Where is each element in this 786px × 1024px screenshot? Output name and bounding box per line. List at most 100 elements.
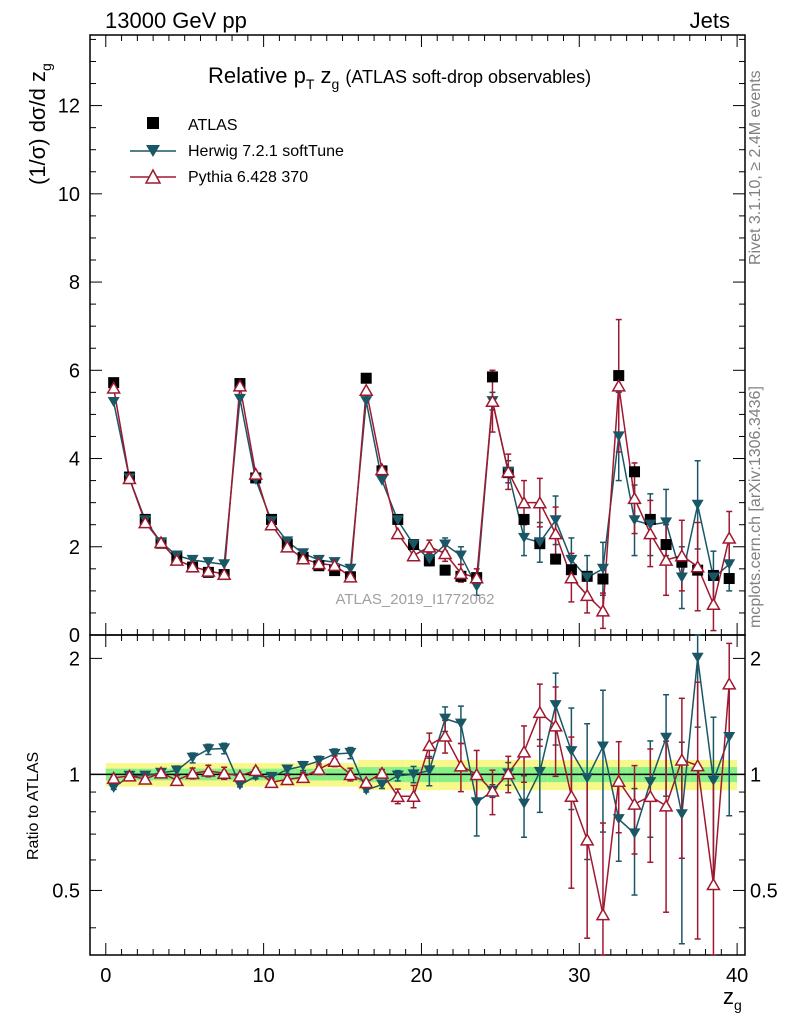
pythia-main-point-19 <box>406 548 421 562</box>
pythia-ratio-point-37 <box>690 758 705 772</box>
plot-title: Relative pT zg (ATLAS soft-drop observabl… <box>208 63 591 92</box>
pythia-ratio-point-22 <box>453 758 469 772</box>
atlas-point-16 <box>360 372 372 384</box>
mcplots-label: mcplots.cern.ch [arXiv:1306.3436] <box>747 386 764 628</box>
pythia-ratio-point-8 <box>232 768 248 782</box>
pythia-ratio-point-3 <box>153 765 169 779</box>
herwig-ratio-point-17 <box>375 779 388 790</box>
x-tick-label-20: 20 <box>410 965 432 987</box>
herwig-main-point-36 <box>675 572 688 583</box>
herwig-main-point-27 <box>533 537 546 548</box>
herwig-ratio-point-35 <box>660 732 673 743</box>
x-tick-label-30: 30 <box>568 965 590 987</box>
pythia-ratio-point-39 <box>721 676 737 690</box>
pythia-main-point-28 <box>548 526 563 540</box>
y-tick-label-10: 10 <box>58 184 80 206</box>
herwig-main-point-16 <box>360 396 373 407</box>
legend-entry-pythia: Pythia 6.428 370 <box>130 168 308 186</box>
legend-marker-pythia <box>144 168 162 184</box>
pythia-main-point-34 <box>643 526 658 540</box>
ratio-tick-label-left-0.5: 0.5 <box>52 880 80 902</box>
ratio-y-axis-label: Ratio to ATLAS <box>25 752 42 860</box>
herwig-main-point-32 <box>612 431 625 442</box>
herwig-main-point-38 <box>707 572 720 583</box>
atlas-point-29 <box>565 564 577 576</box>
pythia-main-point-14 <box>327 558 342 572</box>
herwig-main-point-20 <box>423 554 436 565</box>
pythia-ratio-point-10 <box>264 775 279 789</box>
herwig-main-point-8 <box>233 393 246 405</box>
pythia-main-point-18 <box>390 526 406 540</box>
herwig-ratio-point-7 <box>218 743 231 754</box>
atlas-point-31 <box>597 573 609 585</box>
pythia-main-point-2 <box>137 515 153 529</box>
pythia-main-point-33 <box>627 491 642 505</box>
pythia-ratio-point-4 <box>169 773 185 787</box>
pythia-main-point-31 <box>595 603 611 617</box>
pythia-ratio-point-14 <box>327 754 342 768</box>
pythia-main-point-39 <box>721 531 737 544</box>
pythia-ratio-point-12 <box>295 770 311 784</box>
pythia-ratio-point-17 <box>374 766 390 779</box>
herwig-ratio-point-26 <box>518 798 531 809</box>
pythia-main-line <box>112 385 730 613</box>
atlas-point-21 <box>439 564 451 576</box>
pythia-ratio-point-0 <box>106 771 121 784</box>
herwig-ratio-point-14 <box>328 748 341 760</box>
legend-marker-herwig <box>146 145 160 157</box>
atlas-point-35 <box>660 539 672 551</box>
pythia-main-point-8 <box>232 378 248 392</box>
atlas-point-28 <box>550 553 562 565</box>
pythia-ratio-point-1 <box>122 768 137 782</box>
pythia-main-point-30 <box>579 588 595 602</box>
pythia-ratio-point-32 <box>611 774 627 787</box>
herwig-ratio-point-33 <box>628 828 641 839</box>
pythia-main-point-6 <box>201 564 216 577</box>
axes-frames <box>89 34 746 956</box>
herwig-main-point-7 <box>218 559 231 570</box>
atlas-point-36 <box>676 556 688 568</box>
y-tick-label-0: 0 <box>69 625 80 647</box>
pythia-main-point-12 <box>295 551 311 565</box>
pythia-ratio-point-24 <box>485 784 500 797</box>
x-tick-label-40: 40 <box>726 965 748 987</box>
axis-ticks <box>89 35 745 955</box>
pythia-ratio-point-27 <box>532 705 548 719</box>
herwig-ratio-point-31 <box>596 741 609 752</box>
pythia-ratio-point-33 <box>627 797 642 810</box>
ratio-tick-label-right-2: 2 <box>750 648 761 670</box>
pythia-ratio-point-25 <box>500 766 516 780</box>
herwig-ratio-point-22 <box>454 718 467 729</box>
pythia-main-point-25 <box>500 464 516 478</box>
herwig-ratio-point-11 <box>281 764 294 775</box>
herwig-ratio-point-39 <box>723 731 736 743</box>
legend-label-atlas: ATLAS <box>188 117 238 134</box>
pythia-ratio-point-6 <box>201 764 216 777</box>
herwig-main-point-37 <box>691 499 704 510</box>
y-axis-label: (1/σ) dσ/d zg <box>25 63 54 185</box>
pythia-main-point-0 <box>106 381 121 394</box>
herwig-main-point-29 <box>565 554 578 566</box>
pythia-ratio-point-26 <box>516 744 532 758</box>
atlas-point-34 <box>644 513 656 525</box>
pythia-main-point-29 <box>564 570 579 584</box>
legend-entry-atlas: ATLAS <box>147 117 238 134</box>
y-tick-label-6: 6 <box>69 360 80 382</box>
pythia-main-point-38 <box>706 597 721 610</box>
herwig-main-point-18 <box>391 515 404 526</box>
herwig-ratio-point-29 <box>565 746 578 757</box>
herwig-main-point-19 <box>407 539 420 550</box>
herwig-ratio-point-15 <box>344 747 357 759</box>
herwig-ratio-point-6 <box>202 744 215 755</box>
pythia-ratio-point-16 <box>358 775 374 789</box>
ratio-tick-label-right-1: 1 <box>750 764 761 786</box>
herwig-ratio-point-27 <box>533 766 546 778</box>
herwig-ratio-point-38 <box>707 775 720 786</box>
pythia-ratio-point-30 <box>579 832 595 846</box>
pythia-main-point-16 <box>358 383 374 396</box>
pythia-ratio-point-13 <box>311 762 327 776</box>
pythia-ratio-point-35 <box>658 798 674 812</box>
pythia-ratio-point-7 <box>216 766 232 780</box>
pythia-ratio-point-5 <box>185 766 200 780</box>
